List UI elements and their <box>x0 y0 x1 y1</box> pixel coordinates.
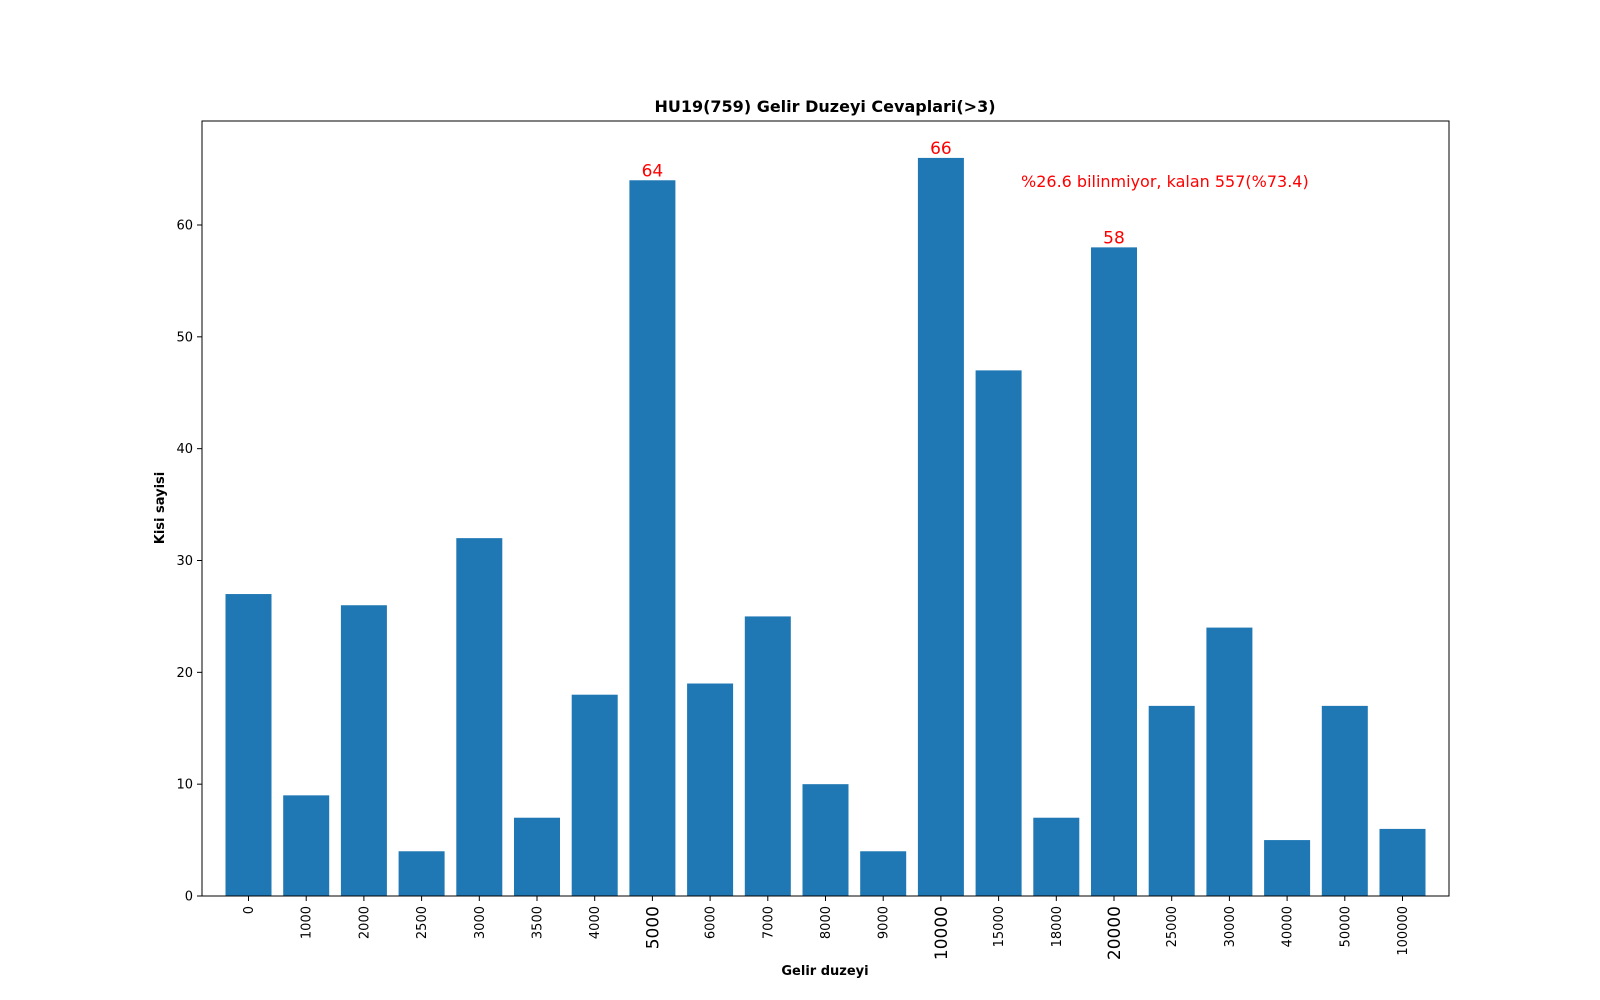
y-tick-label-60: 60 <box>176 219 193 234</box>
y-axis: 0 10 20 30 40 50 60 <box>176 219 202 905</box>
bar-6000 <box>687 683 734 896</box>
x-tick-label-6000: 6000 <box>704 906 719 939</box>
bar-8000 <box>802 784 849 896</box>
x-tick-label-8000: 8000 <box>819 906 834 939</box>
x-axis-label: Gelir duzeyi <box>781 964 868 979</box>
bar-5000 <box>629 180 676 896</box>
bar-20000 <box>1091 247 1137 896</box>
chart-title: HU19(759) Gelir Duzeyi Cevaplari(>3) <box>654 97 995 116</box>
bar-30000 <box>1206 627 1253 896</box>
bar-2500 <box>398 851 445 896</box>
bar-9000 <box>860 851 907 896</box>
bar-18000 <box>1033 817 1080 896</box>
data-label-10000: 66 <box>930 139 952 159</box>
x-tick-label-3500: 3500 <box>531 906 546 939</box>
x-tick-label-4000: 4000 <box>588 906 603 939</box>
x-tick-label-40000: 40000 <box>1281 906 1296 947</box>
y-tick-label-40: 40 <box>176 442 193 457</box>
x-tick-label-10000: 10000 <box>932 906 952 960</box>
x-tick-label-25000: 25000 <box>1165 906 1180 947</box>
bar-2000 <box>340 605 387 896</box>
x-tick-label-2000: 2000 <box>357 906 372 939</box>
data-labels-group: 64 66 58 <box>642 139 1125 248</box>
bars-group <box>225 157 1426 896</box>
x-tick-label-15000: 15000 <box>992 906 1007 947</box>
bar-100000 <box>1379 828 1426 896</box>
plot-frame <box>201 120 1450 897</box>
bar-50000 <box>1321 705 1368 896</box>
x-tick-label-30000: 30000 <box>1223 906 1238 947</box>
x-tick-label-3000: 3000 <box>473 906 488 939</box>
x-tick-label-20000: 20000 <box>1105 906 1125 960</box>
x-tick-label-50000: 50000 <box>1338 906 1353 947</box>
x-tick-label-7000: 7000 <box>761 906 776 939</box>
y-tick-label-10: 10 <box>176 778 193 793</box>
y-tick-label-30: 30 <box>176 554 193 569</box>
bar-10000 <box>917 157 964 896</box>
bar-7000 <box>744 616 791 896</box>
bar-25000 <box>1148 705 1195 896</box>
data-label-5000: 64 <box>642 161 664 181</box>
bar-3500 <box>514 817 560 896</box>
annotation-text: %26.6 bilinmiyor, kalan 557(%73.4) <box>1021 172 1309 191</box>
y-tick-label-50: 50 <box>176 330 193 345</box>
bar-40000 <box>1264 840 1311 896</box>
x-tick-label-2500: 2500 <box>415 906 430 939</box>
bar-3000 <box>456 538 503 896</box>
bar-0 <box>225 594 272 896</box>
x-tick-label-1000: 1000 <box>300 906 315 939</box>
x-tick-label-9000: 9000 <box>877 906 892 939</box>
bar-4000 <box>571 694 618 896</box>
x-tick-label-18000: 18000 <box>1050 906 1065 947</box>
data-label-20000: 58 <box>1103 228 1125 248</box>
y-tick-label-20: 20 <box>176 666 193 681</box>
y-axis-label: Kisi sayisi <box>153 472 168 544</box>
bar-15000 <box>975 370 1022 896</box>
x-axis: 0 1000 2000 2500 3000 3500 4000 5000 6000 7000 800… <box>242 896 1411 960</box>
x-tick-label-5000: 5000 <box>643 906 663 949</box>
x-tick-label-0: 0 <box>242 906 257 914</box>
y-tick-label-0: 0 <box>185 890 193 905</box>
x-tick-label-100000: 100000 <box>1396 906 1411 956</box>
bar-1000 <box>283 795 330 896</box>
